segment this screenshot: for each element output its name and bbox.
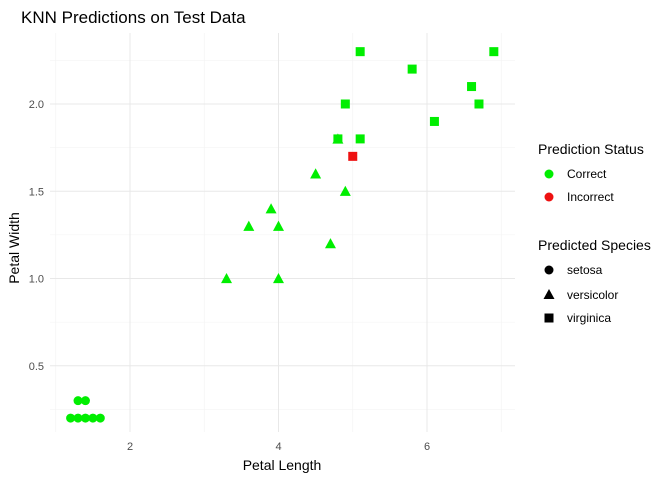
legend-species: Predicted Species setosa versicolor virg… [538, 237, 651, 325]
data-point-setosa-correct [80, 413, 90, 423]
data-point-virginica-correct [407, 64, 417, 74]
data-point-setosa-correct [66, 413, 76, 423]
data-point-versicolor-correct [310, 168, 322, 179]
y-axis-title: Petal Width [6, 212, 22, 284]
data-point-virginica-correct [467, 82, 477, 92]
data-point-virginica-correct [429, 116, 439, 126]
legend-status-title: Prediction Status [538, 141, 644, 157]
data-point-setosa-correct [73, 413, 83, 423]
data-point-versicolor-correct [339, 185, 351, 196]
legend-virginica-label: virginica [567, 311, 611, 325]
legend-correct-swatch [544, 169, 554, 179]
legend-species-title: Predicted Species [538, 237, 651, 253]
data-point-virginica-correct [474, 99, 484, 109]
data-point-versicolor-correct [324, 238, 336, 249]
data-point-versicolor-correct [221, 273, 233, 284]
data-point-setosa-correct [88, 413, 98, 423]
data-point-virginica-correct [489, 47, 499, 57]
legend-virginica-swatch [544, 313, 554, 323]
data-point-virginica-correct [340, 99, 350, 109]
legend-incorrect-swatch [544, 192, 554, 202]
data-point-virginica-correct [355, 47, 365, 57]
legend-incorrect-label: Incorrect [567, 190, 614, 204]
legend-status: Prediction Status Correct Incorrect [538, 141, 644, 204]
y-tick-label: 0.5 [29, 361, 44, 373]
x-tick-label: 2 [127, 441, 133, 453]
tick-labels: 2 4 6 0.5 1.0 1.5 2.0 [29, 99, 430, 453]
data-point-setosa-correct [73, 396, 83, 406]
data-point-versicolor-correct [265, 203, 277, 214]
x-tick-label: 6 [424, 441, 430, 453]
x-axis-title: Petal Length [243, 457, 322, 473]
legend-versicolor-swatch [543, 289, 555, 299]
y-tick-label: 2.0 [29, 99, 44, 111]
data-point-versicolor-correct [273, 220, 284, 231]
x-tick-label: 4 [275, 441, 281, 453]
data-points [66, 47, 499, 423]
legend-setosa-swatch [544, 265, 554, 275]
legend-correct-label: Correct [567, 167, 607, 181]
data-point-virginica-correct [333, 134, 343, 144]
data-point-setosa-correct [95, 413, 105, 423]
legend-versicolor-label: versicolor [567, 288, 618, 302]
data-point-virginica-correct [355, 134, 365, 144]
data-point-virginica-incorrect [348, 151, 358, 161]
data-point-versicolor-correct [243, 220, 255, 231]
chart-title: KNN Predictions on Test Data [21, 8, 246, 27]
y-tick-label: 1.5 [29, 186, 44, 198]
grid-lines [50, 33, 515, 432]
data-point-setosa-correct [80, 396, 90, 406]
y-tick-label: 1.0 [29, 274, 44, 286]
data-point-versicolor-correct [273, 273, 284, 284]
legend-setosa-label: setosa [567, 263, 603, 277]
